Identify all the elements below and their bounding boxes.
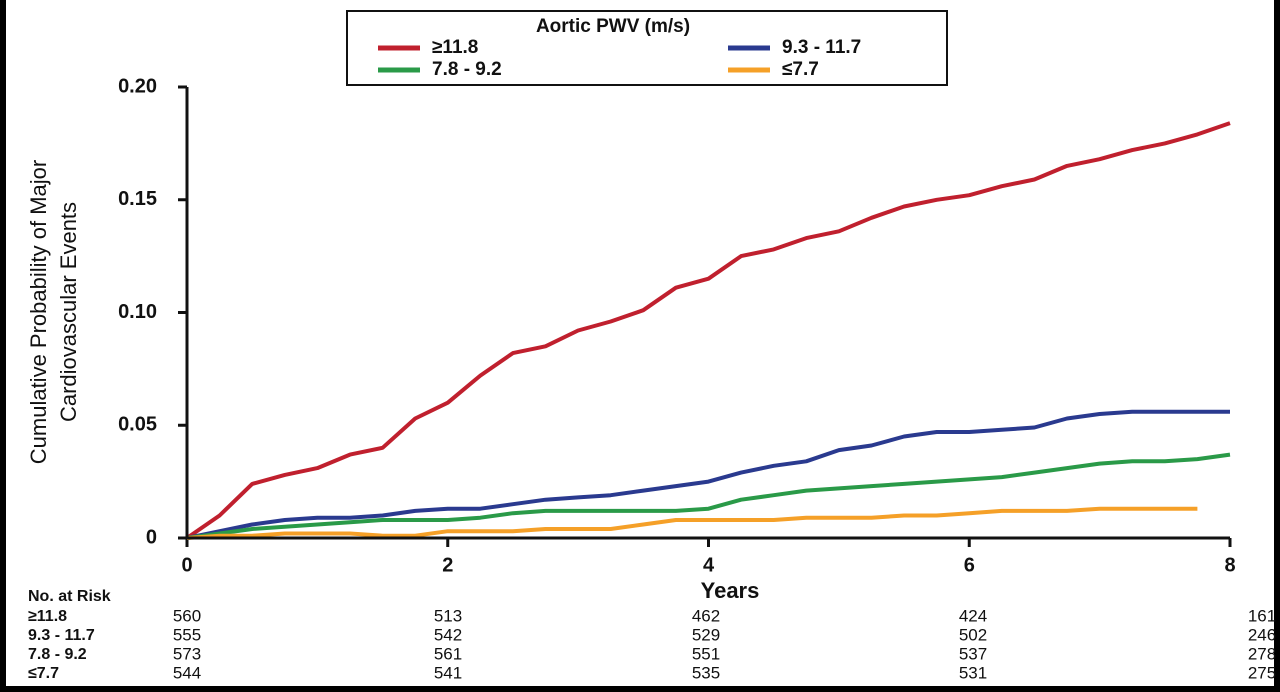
x-tick-label: 4 — [703, 554, 715, 576]
legend-label: ≤7.7 — [782, 59, 819, 80]
x-axis-title: Years — [701, 578, 760, 603]
y-tick-label: 0.20 — [118, 75, 157, 97]
risk-value: 561 — [434, 644, 462, 663]
risk-value: 555 — [173, 625, 201, 644]
risk-value: 537 — [959, 644, 987, 663]
risk-value: 513 — [434, 606, 462, 625]
series-line — [185, 121, 1231, 540]
legend-box — [346, 10, 948, 86]
x-tick-label: 2 — [442, 554, 453, 576]
x-tick-label: 8 — [1224, 554, 1235, 576]
series-line — [186, 409, 1230, 540]
legend-label: 9.3 - 11.7 — [782, 37, 861, 58]
risk-row-label: ≥11.8 — [28, 608, 67, 625]
y-tick-label: 0 — [146, 526, 157, 548]
series-line — [186, 452, 1231, 540]
risk-value: 424 — [959, 606, 987, 625]
x-tick-label: 0 — [181, 554, 192, 576]
legend-label: 7.8 - 9.2 — [432, 59, 502, 80]
legend-label: ≥11.8 — [432, 37, 478, 58]
series-line — [186, 506, 1198, 540]
risk-value: 529 — [692, 625, 720, 644]
risk-row-label: ≤7.7 — [28, 665, 59, 682]
risk-value: 551 — [692, 644, 720, 663]
risk-value: 535 — [692, 663, 720, 682]
risk-value: 573 — [173, 644, 201, 663]
risk-value: 246 — [1248, 625, 1276, 644]
risk-value: 531 — [959, 663, 987, 682]
background — [6, 0, 1274, 686]
risk-table-title: No. at Risk — [28, 588, 111, 605]
y-tick-label: 0.10 — [118, 301, 157, 323]
y-axis-title: Cumulative Probability of Major — [26, 160, 51, 464]
y-tick-label: 0.05 — [118, 414, 157, 436]
risk-value: 544 — [173, 663, 201, 682]
y-tick-label: 0.15 — [118, 188, 157, 210]
risk-value: 541 — [434, 663, 462, 682]
risk-value: 542 — [434, 625, 462, 644]
risk-row-label: 7.8 - 9.2 — [28, 646, 87, 663]
risk-value: 275 — [1248, 663, 1276, 682]
risk-value: 560 — [173, 606, 201, 625]
risk-value: 502 — [959, 625, 987, 644]
legend-title: Aortic PWV (m/s) — [536, 16, 690, 37]
y-axis-title: Cardiovascular Events — [56, 202, 81, 422]
risk-value: 161 — [1248, 606, 1276, 625]
risk-row-label: 9.3 - 11.7 — [28, 627, 95, 644]
risk-value: 278 — [1248, 644, 1276, 663]
x-tick-label: 6 — [964, 554, 975, 576]
risk-value: 462 — [692, 606, 720, 625]
